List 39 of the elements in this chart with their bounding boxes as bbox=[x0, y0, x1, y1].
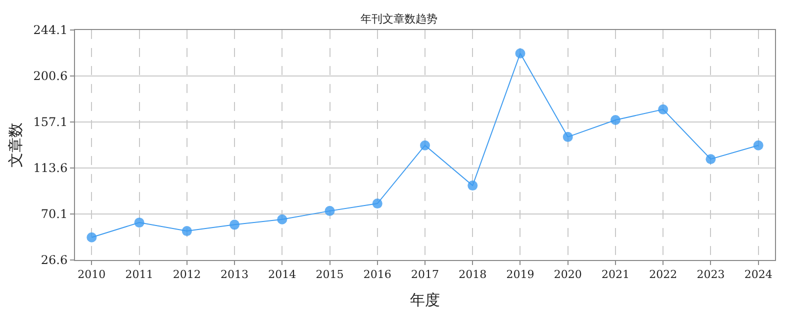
point bbox=[658, 104, 668, 114]
x-tick-label: 2015 bbox=[316, 268, 344, 282]
x-tick-label: 2010 bbox=[78, 268, 106, 282]
point bbox=[610, 114, 620, 125]
point bbox=[86, 232, 97, 242]
point bbox=[753, 140, 764, 150]
x-tick-label: 2014 bbox=[268, 268, 296, 282]
x-tick-label: 2020 bbox=[554, 268, 582, 282]
point bbox=[230, 220, 240, 230]
chart-title: 年刊文章数趋势 bbox=[360, 12, 438, 26]
y-tick-label: 157.1 bbox=[33, 115, 68, 130]
point bbox=[182, 226, 192, 236]
y-tick-label: 200.6 bbox=[33, 69, 68, 84]
x-tick-label: 2011 bbox=[125, 268, 154, 282]
point bbox=[277, 214, 288, 224]
point bbox=[515, 48, 526, 58]
y-tick-label: 113.6 bbox=[33, 161, 68, 176]
point bbox=[420, 140, 430, 150]
y-tick-label: 26.6 bbox=[40, 253, 68, 268]
x-tick-label: 2013 bbox=[220, 268, 249, 282]
x-tick-label: 2012 bbox=[172, 268, 201, 282]
point bbox=[324, 206, 335, 216]
x-tick-label: 2021 bbox=[601, 268, 630, 282]
y-tick-label: 70.1 bbox=[40, 207, 68, 222]
x-tick-label: 2016 bbox=[363, 268, 392, 282]
point bbox=[562, 132, 573, 142]
point bbox=[706, 154, 716, 164]
x-axis-title: 年度 bbox=[410, 291, 440, 310]
x-tick-label: 2022 bbox=[649, 268, 678, 282]
point bbox=[372, 198, 382, 209]
y-axis-title: 文章数 bbox=[6, 122, 24, 168]
point bbox=[134, 218, 144, 228]
x-tick-label: 2019 bbox=[506, 268, 534, 282]
x-tick-label: 2023 bbox=[696, 268, 725, 282]
x-tick-label: 2018 bbox=[458, 268, 487, 282]
x-tick-label: 2017 bbox=[411, 268, 439, 282]
x-tick-label: 2024 bbox=[744, 268, 772, 282]
point bbox=[468, 180, 478, 191]
y-tick-label: 244.1 bbox=[33, 23, 68, 38]
